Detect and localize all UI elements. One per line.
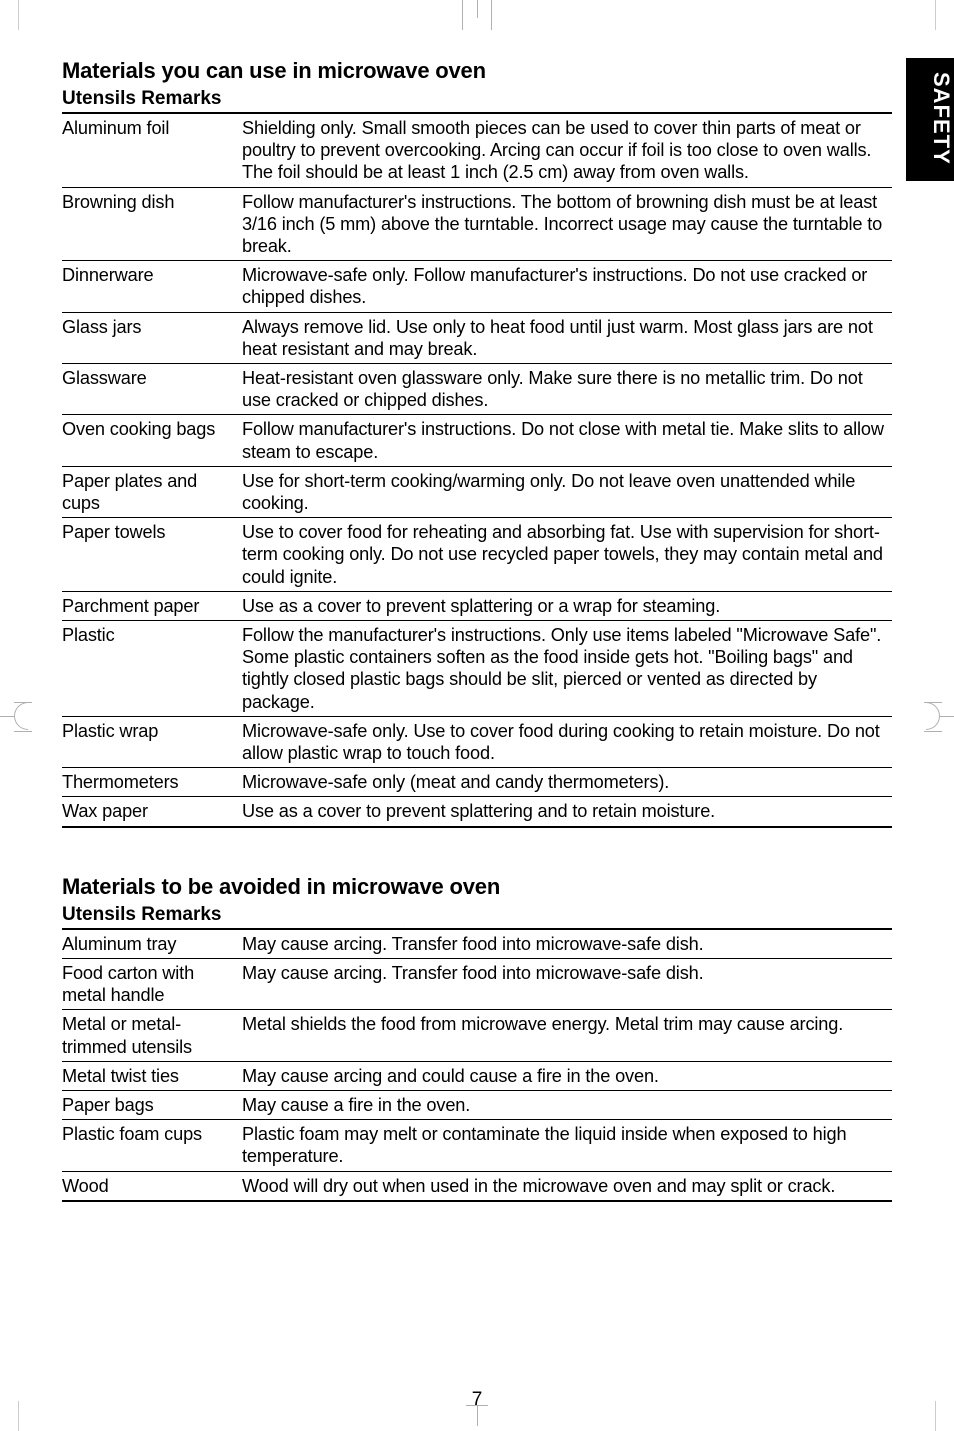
table-row: Plastic foam cupsPlastic foam may melt o… xyxy=(62,1120,892,1171)
remark-cell: Use for short-term cooking/warming only.… xyxy=(242,466,892,517)
utensil-cell: Wood xyxy=(62,1171,242,1201)
trim-mark xyxy=(18,1401,19,1431)
registration-mark-right xyxy=(924,702,954,730)
table-row: PlasticFollow the manufacturer's instruc… xyxy=(62,621,892,717)
table-row: Paper plates and cupsUse for short-term … xyxy=(62,466,892,517)
remark-cell: May cause a fire in the oven. xyxy=(242,1090,892,1119)
trim-mark xyxy=(18,0,19,30)
table-row: Oven cooking bagsFollow manufacturer's i… xyxy=(62,415,892,466)
utensil-cell: Paper plates and cups xyxy=(62,466,242,517)
remark-cell: Plastic foam may melt or contaminate the… xyxy=(242,1120,892,1171)
crop-mark-top xyxy=(462,0,492,30)
utensil-cell: Paper bags xyxy=(62,1090,242,1119)
trim-mark xyxy=(935,1401,936,1431)
table-row: Metal or metal-trimmed utensilsMetal shi… xyxy=(62,1010,892,1061)
utensil-cell: Metal or metal-trimmed utensils xyxy=(62,1010,242,1061)
utensil-cell: Plastic foam cups xyxy=(62,1120,242,1171)
remark-cell: Follow the manufacturer's instructions. … xyxy=(242,621,892,717)
table-row: WoodWood will dry out when used in the m… xyxy=(62,1171,892,1201)
utensil-cell: Parchment paper xyxy=(62,591,242,620)
remark-cell: Wood will dry out when used in the micro… xyxy=(242,1171,892,1201)
trim-mark xyxy=(935,0,936,30)
utensil-cell: Wax paper xyxy=(62,797,242,827)
remark-cell: Follow manufacturer's instructions. The … xyxy=(242,187,892,261)
remark-cell: Always remove lid. Use only to heat food… xyxy=(242,312,892,363)
table-row: DinnerwareMicrowave-safe only. Follow ma… xyxy=(62,261,892,312)
remark-cell: Use as a cover to prevent splattering or… xyxy=(242,591,892,620)
materials-use-table: Aluminum foilShielding only. Small smoot… xyxy=(62,114,892,828)
utensil-cell: Food carton with metal handle xyxy=(62,958,242,1009)
utensil-cell: Oven cooking bags xyxy=(62,415,242,466)
table-row: Paper bagsMay cause a fire in the oven. xyxy=(62,1090,892,1119)
remark-cell: May cause arcing. Transfer food into mic… xyxy=(242,930,892,959)
utensil-cell: Plastic xyxy=(62,621,242,717)
utensil-cell: Paper towels xyxy=(62,518,242,592)
table-row: Plastic wrapMicrowave-safe only. Use to … xyxy=(62,716,892,767)
table-row: Food carton with metal handleMay cause a… xyxy=(62,958,892,1009)
table-row: Aluminum trayMay cause arcing. Transfer … xyxy=(62,930,892,959)
utensil-cell: Dinnerware xyxy=(62,261,242,312)
utensil-cell: Aluminum foil xyxy=(62,114,242,187)
remark-cell: Follow manufacturer's instructions. Do n… xyxy=(242,415,892,466)
utensil-cell: Glass jars xyxy=(62,312,242,363)
utensil-cell: Thermometers xyxy=(62,768,242,797)
section-tab-safety: SAFETY xyxy=(906,58,954,181)
table-row: Browning dishFollow manufacturer's instr… xyxy=(62,187,892,261)
registration-mark-left xyxy=(0,702,30,730)
remark-cell: Use to cover food for reheating and abso… xyxy=(242,518,892,592)
remark-cell: May cause arcing. Transfer food into mic… xyxy=(242,958,892,1009)
remark-cell: Metal shields the food from microwave en… xyxy=(242,1010,892,1061)
table-heading: Utensils Remarks xyxy=(62,88,892,110)
remark-cell: May cause arcing and could cause a fire … xyxy=(242,1061,892,1090)
remark-cell: Use as a cover to prevent splattering an… xyxy=(242,797,892,827)
utensil-cell: Metal twist ties xyxy=(62,1061,242,1090)
table-heading: Utensils Remarks xyxy=(62,904,892,926)
page-number: 7 xyxy=(62,1389,892,1411)
utensil-cell: Browning dish xyxy=(62,187,242,261)
utensil-cell: Plastic wrap xyxy=(62,716,242,767)
remark-cell: Microwave-safe only (meat and candy ther… xyxy=(242,768,892,797)
table-row: GlasswareHeat-resistant oven glassware o… xyxy=(62,364,892,415)
table-row: Glass jarsAlways remove lid. Use only to… xyxy=(62,312,892,363)
table-row: Parchment paperUse as a cover to prevent… xyxy=(62,591,892,620)
section-avoid: Materials to be avoided in microwave ove… xyxy=(62,874,892,1202)
table-row: ThermometersMicrowave-safe only (meat an… xyxy=(62,768,892,797)
remark-cell: Heat-resistant oven glassware only. Make… xyxy=(242,364,892,415)
table-row: Wax paperUse as a cover to prevent splat… xyxy=(62,797,892,827)
materials-avoid-table: Aluminum trayMay cause arcing. Transfer … xyxy=(62,930,892,1202)
page-content: SAFETY Materials you can use in microwav… xyxy=(62,58,892,1373)
table-row: Paper towelsUse to cover food for reheat… xyxy=(62,518,892,592)
utensil-cell: Aluminum tray xyxy=(62,930,242,959)
remark-cell: Microwave-safe only. Use to cover food d… xyxy=(242,716,892,767)
table-row: Metal twist tiesMay cause arcing and cou… xyxy=(62,1061,892,1090)
table-row: Aluminum foilShielding only. Small smoot… xyxy=(62,114,892,187)
utensil-cell: Glassware xyxy=(62,364,242,415)
remark-cell: Microwave-safe only. Follow manufacturer… xyxy=(242,261,892,312)
section-title-avoid: Materials to be avoided in microwave ove… xyxy=(62,874,892,900)
section-title-use: Materials you can use in microwave oven xyxy=(62,58,892,84)
remark-cell: Shielding only. Small smooth pieces can … xyxy=(242,114,892,187)
